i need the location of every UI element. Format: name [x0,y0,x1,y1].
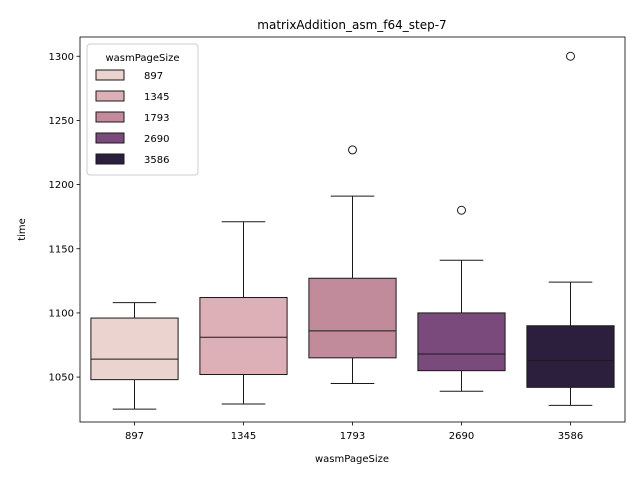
y-tick-label: 1100 [49,308,74,319]
chart-title: matrixAddition_asm_f64_step-7 [257,18,446,32]
x-tick-label: 897 [125,431,144,442]
box-body [526,325,615,388]
legend-swatch [95,111,125,123]
outlier-point [457,205,466,215]
y-tick-label: 1300 [49,52,74,63]
legend-label: 1345 [144,92,169,103]
x-tick-label: 3586 [558,431,583,442]
box-897 [90,302,179,410]
legend-entry-1793: 1793 [95,111,169,124]
legend-title: wasmPageSize [106,53,180,64]
box-2690 [417,205,506,392]
legend: wasmPageSize 897 1345 1793 2690 3586 [86,43,199,176]
legend-entry-897: 897 [95,69,163,82]
x-tick-label: 2690 [449,431,474,442]
box-body [90,317,179,381]
y-tick-label: 1050 [49,373,74,384]
outlier-point [348,145,357,155]
legend-label: 3586 [144,155,169,166]
x-tick-label: 1793 [340,431,365,442]
legend-entry-2690: 2690 [95,132,169,145]
legend-entries: 897 1345 1793 2690 3586 [95,69,169,166]
legend-entry-1345: 1345 [95,90,169,103]
legend-label: 897 [144,71,163,82]
box-1793 [308,145,397,384]
x-axis-label: wasmPageSize [315,454,389,465]
y-axis-label: time [17,218,28,241]
legend-swatch [95,90,125,102]
box-body [308,277,397,359]
box-3586 [526,51,615,406]
legend-swatch [95,153,125,165]
box-1345 [199,221,288,405]
box-body [417,312,506,372]
plot-area: 1050 1100 1150 1200 1250 1300 897 1345 1793 2690 3… [49,51,615,442]
legend-label: 2690 [144,134,169,145]
y-tick-label: 1150 [49,244,74,255]
legend-swatch [95,69,125,81]
legend-label: 1793 [144,113,169,124]
y-tick-label: 1200 [49,180,74,191]
legend-entry-3586: 3586 [95,153,169,166]
y-tick-label: 1250 [49,116,74,127]
outlier-point [566,51,575,61]
x-tick-label: 1345 [231,431,256,442]
box-body [199,297,288,376]
plot-frame [79,36,626,423]
legend-swatch [95,132,125,144]
